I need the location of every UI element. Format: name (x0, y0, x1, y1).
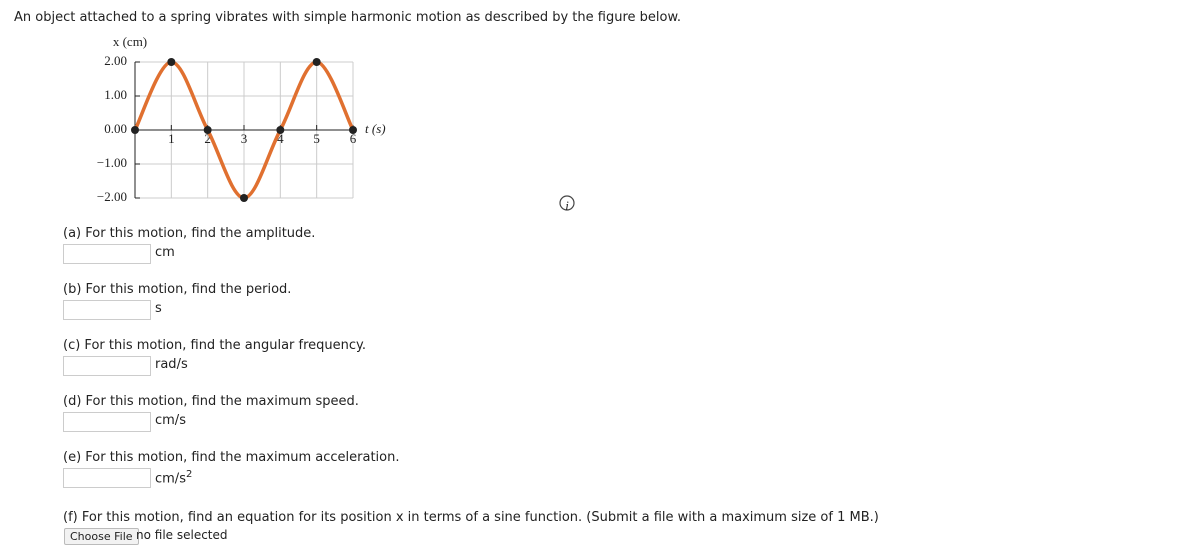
answer-input[interactable] (63, 468, 151, 488)
data-point (167, 58, 176, 66)
y-tick-label: 1.00 (104, 87, 127, 102)
y-tick-label: 0.00 (104, 121, 127, 136)
file-prompt: (f) For this motion, find an equation fo… (63, 510, 879, 525)
data-point (276, 126, 285, 134)
y-tick-label: 2.00 (104, 53, 127, 68)
data-point (349, 126, 357, 134)
answer-input[interactable] (63, 412, 151, 432)
data-point (131, 126, 139, 134)
x-tick-label: 2 (204, 131, 211, 146)
question-prompt: (e) For this motion, find the maximum ac… (63, 450, 400, 465)
x-tick-label: 3 (241, 131, 248, 146)
x-tick-label: 6 (350, 131, 357, 146)
answer-input[interactable] (63, 300, 151, 320)
unit: cm/s2 (155, 469, 193, 487)
data-point (240, 194, 248, 202)
answer-input[interactable] (63, 244, 151, 264)
svg-text:i: i (565, 198, 569, 211)
intro: An object attached to a spring vibrates … (14, 10, 682, 25)
data-point (312, 58, 321, 66)
question-prompt: (b) For this motion, find the period. (63, 282, 292, 297)
figure: x (cm) 1 2 3 4 5 6 2.00 1.00 0.00 −1.00 −2.00 t (s) (97, 34, 386, 204)
unit: cm (155, 245, 175, 260)
question-prompt: (a) For this motion, find the amplitude. (63, 226, 316, 241)
y-axis-label: x (cm) (113, 34, 147, 49)
unit: cm/s (155, 413, 186, 428)
question-prompt: (c) For this motion, find the angular fr… (63, 338, 367, 353)
y-tick-label: −1.00 (97, 155, 127, 170)
unit: rad/s (155, 357, 188, 372)
answer-input[interactable] (63, 356, 151, 376)
unit-superscript: 2 (185, 469, 193, 480)
unit: s (155, 301, 162, 316)
choose-file-button[interactable]: Choose File (64, 528, 139, 545)
data-point (203, 126, 212, 134)
question-prompt: (d) For this motion, find the maximum sp… (63, 394, 359, 409)
y-tick-label: −2.00 (97, 189, 127, 204)
x-tick-label: 4 (277, 131, 284, 146)
x-tick-label: 1 (168, 131, 175, 146)
x-axis-label: t (s) (365, 121, 386, 136)
file-status: no file selected (136, 528, 228, 542)
info-icon[interactable]: i (559, 195, 575, 211)
x-tick-label: 5 (313, 131, 320, 146)
